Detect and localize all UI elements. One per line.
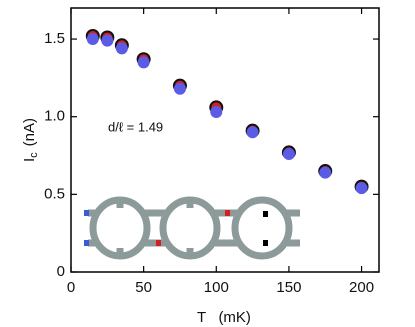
data-point	[355, 182, 368, 195]
y-tick-label: 1.5	[44, 30, 65, 47]
plot-frame	[70, 7, 380, 273]
annotation: d/ℓ = 1.49	[108, 119, 163, 134]
x-axis-label: T (mK)	[197, 309, 251, 326]
data-point	[246, 126, 259, 139]
x-tick-label: 150	[276, 279, 301, 296]
x-tick-label: 100	[204, 279, 229, 296]
data-point	[86, 33, 99, 46]
y-label-main: I	[21, 158, 38, 162]
y-tick-label: 0	[57, 263, 65, 280]
data-point	[115, 42, 128, 55]
x-tick-label: 0	[67, 279, 75, 296]
y-tick-label: 1.0	[44, 108, 65, 125]
data-point	[101, 34, 114, 47]
data-point	[210, 106, 223, 119]
data-point	[319, 166, 332, 179]
data-point	[282, 147, 295, 160]
y-axis-label: Ic (nA)	[21, 118, 40, 162]
y-tick-label: 0.5	[44, 185, 65, 202]
x-tick-label: 50	[135, 279, 152, 296]
inset-diagram	[88, 196, 300, 260]
data-point	[173, 82, 186, 95]
x-tick-label: 200	[349, 279, 374, 296]
data-point	[137, 56, 150, 69]
y-label-unit: (nA)	[21, 118, 38, 146]
inset-contacts	[84, 210, 268, 246]
y-label-sub: c	[28, 152, 40, 158]
